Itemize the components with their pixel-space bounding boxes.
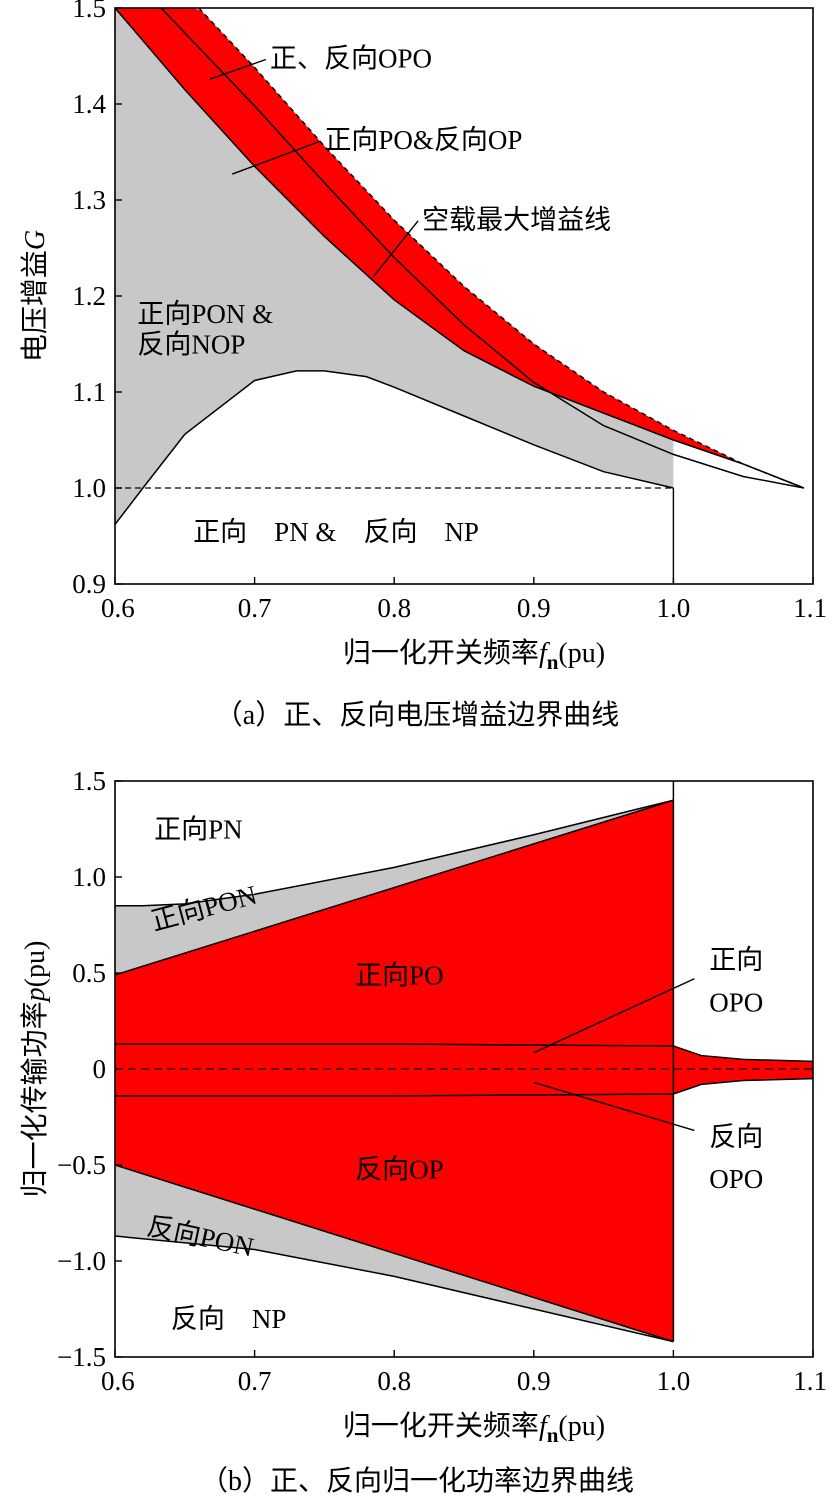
panel-b-y-tick-label-4: 0.5 bbox=[72, 958, 106, 988]
panel-a-annotation-pointer-1 bbox=[232, 140, 321, 175]
panel-b-annotation-pointer-4 bbox=[533, 1081, 695, 1132]
panel-b-annotation-5: 反向OP bbox=[355, 1154, 444, 1184]
panel-a-y-tick-label-4: 1.3 bbox=[72, 185, 106, 215]
panel-b-y-tick-label-3: 0 bbox=[93, 1054, 107, 1084]
panel-b-curve-reverse-pon-lower bbox=[114, 1235, 674, 1343]
panel-b-y-tick-label-6: 1.5 bbox=[72, 766, 106, 796]
panel-b-annotation-7: 反向 NP bbox=[171, 1304, 287, 1334]
panel-a-region-po bbox=[115, 8, 804, 488]
panel-a-curve-pon-lower bbox=[114, 370, 674, 525]
panel-a-x-tick-label-4: 1.0 bbox=[657, 593, 691, 623]
panel-a-annotation-pointer-0 bbox=[209, 58, 267, 80]
panel-b-x-tick-label-0: 0.6 bbox=[101, 1366, 135, 1396]
panel-b-curve-forward-opo-upper bbox=[115, 1043, 814, 1063]
panel-b-annotation-3-line-1: OPO bbox=[709, 987, 763, 1017]
panel-a-x-tick-label-2: 0.8 bbox=[377, 593, 411, 623]
panel-b-curve-reverse-op-lower bbox=[114, 1164, 674, 1343]
panel-a-annotation-4: 正向 PN & 反向 NP bbox=[193, 517, 479, 547]
panel-a-y-axis-label: 电压增益G bbox=[19, 230, 51, 362]
panel-a: 0.6 0.7 0.8 0.9 1.0 1.1 0.9 1.0 1.1 1.2 1.3 1.4 1.5 归… bbox=[19, 0, 827, 731]
panel-b: 0.6 0.7 0.8 0.9 1.0 1.1 −1.5 −1.0 −0.5 0 0.5 1.0 1.5… bbox=[19, 766, 827, 1497]
panel-a-x-axis-label: 归一化开关频率fn(pu) bbox=[343, 637, 605, 674]
panel-a-annotation-pointer-2 bbox=[372, 220, 419, 278]
panel-b-curve-forward-pon-upper bbox=[115, 799, 674, 907]
panel-a-annotation-1: 正向PO&反向OP bbox=[324, 125, 522, 155]
panel-b-y-axis-label: 归一化传输功率p(pu) bbox=[19, 941, 51, 1198]
panel-a-y-tick-label-6: 1.5 bbox=[72, 0, 106, 23]
panel-a-x-tick-label-3: 0.9 bbox=[517, 593, 551, 623]
panel-a-y-tick-label-2: 1.1 bbox=[72, 377, 106, 407]
panel-b-y-tick-label-5: 1.0 bbox=[72, 862, 106, 892]
panel-b-annotation-4-line-1: OPO bbox=[709, 1164, 763, 1194]
panel-a-y-tick-label-1: 1.0 bbox=[72, 473, 106, 503]
panel-b-x-tick-label-5: 1.1 bbox=[793, 1366, 827, 1396]
panel-b-annotation-2: 正向PO bbox=[355, 961, 444, 991]
panel-b-y-tick-label-2: −0.5 bbox=[57, 1150, 106, 1180]
panel-a-region-pon bbox=[115, 8, 674, 525]
panel-b-x-axis-label: 归一化开关频率fn(pu) bbox=[343, 1410, 605, 1447]
panel-a-y-tick-label-3: 1.2 bbox=[72, 281, 106, 311]
panel-a-annotation-3-line-1: 反向NOP bbox=[137, 330, 245, 360]
panel-a-y-tick-label-5: 1.4 bbox=[72, 89, 106, 119]
panel-a-x-tick-label-5: 1.1 bbox=[793, 593, 827, 623]
panel-b-x-tick-label-2: 0.8 bbox=[377, 1366, 411, 1396]
panel-a-annotation-3-line-0: 正向PON & bbox=[137, 299, 273, 329]
panel-b-x-tick-label-3: 0.9 bbox=[517, 1366, 551, 1396]
panel-b-annotation-3-line-0: 正向 bbox=[709, 945, 763, 975]
panel-b-region-po-op bbox=[115, 800, 674, 1342]
panel-a-curve-noload-max-gain bbox=[198, 7, 805, 489]
panel-b-annotation-pointer-3 bbox=[533, 978, 695, 1054]
panel-b-curve-reverse-opo-lower bbox=[115, 1077, 814, 1097]
panel-b-x-tick-label-4: 1.0 bbox=[657, 1366, 691, 1396]
panel-a-annotation-0: 正、反向OPO bbox=[270, 44, 432, 74]
panel-a-annotation-2: 空载最大增益线 bbox=[422, 205, 611, 235]
panel-a-caption: （a）正、反向电压增益边界曲线 bbox=[215, 699, 619, 731]
panel-b-x-tick-label-1: 0.7 bbox=[238, 1366, 272, 1396]
panel-b-annotation-0: 正向PN bbox=[154, 815, 243, 845]
panel-a-x-tick-label-0: 0.6 bbox=[101, 593, 135, 623]
panel-b-region-opo-tail bbox=[673, 1045, 813, 1094]
panel-b-caption: （b）正、反向归一化功率边界曲线 bbox=[200, 1465, 634, 1497]
panel-b-curve-forward-po-upper bbox=[114, 799, 674, 976]
panel-a-x-tick-label-1: 0.7 bbox=[238, 593, 272, 623]
panel-b-annotation-4-line-0: 反向 bbox=[709, 1122, 763, 1152]
panel-b-y-tick-label-0: −1.5 bbox=[57, 1342, 106, 1372]
panel-b-y-tick-label-1: −1.0 bbox=[57, 1246, 106, 1276]
panel-a-y-tick-label-0: 0.9 bbox=[72, 569, 106, 599]
panel-a-curve-opo-inner bbox=[160, 7, 805, 489]
panel-a-curve-pon-upper bbox=[114, 7, 805, 489]
